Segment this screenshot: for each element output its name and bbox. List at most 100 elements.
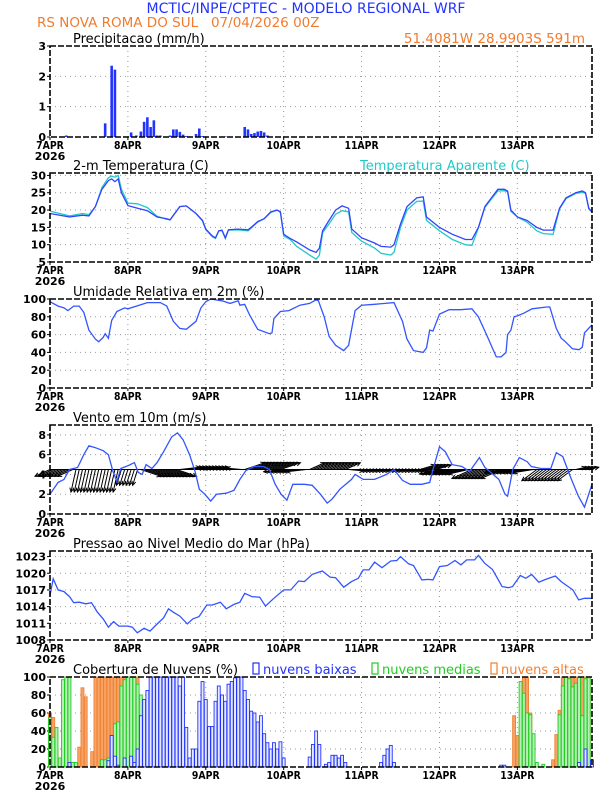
precip-bar — [223, 136, 227, 137]
precip-bar — [172, 129, 175, 137]
y-tick-label: 40 — [31, 346, 47, 359]
cloud-bar-low — [275, 748, 280, 768]
cloud-bar-low — [333, 754, 338, 768]
x-tick-label: 13APR — [500, 643, 534, 655]
x-tick-label: 11APR — [344, 770, 378, 782]
precip-bar — [139, 131, 143, 137]
x-tick-label: 8APR — [114, 643, 142, 655]
precipitation-frame — [49, 45, 593, 138]
x-tick-label: 11APR — [344, 265, 378, 277]
wind-vector-arrow — [588, 465, 600, 471]
x-tick-label: 12APR — [422, 517, 456, 529]
precip-bar — [259, 130, 263, 137]
x-tick-label: 9APR — [192, 643, 220, 655]
cloud-bar-mid — [125, 676, 130, 768]
wind-vector-arrow — [530, 469, 547, 482]
cloud-bar-high — [106, 676, 111, 768]
precip-bar — [146, 117, 149, 137]
y-tick-label: 3 — [38, 40, 46, 53]
cloud-bar-mid — [129, 676, 134, 768]
cloud-bar-high — [80, 687, 85, 768]
x-tick-label: 12APR — [422, 140, 456, 152]
x-tick-label: 8APR — [114, 265, 142, 277]
wind-vector-arrow — [98, 469, 106, 494]
humidity-frame — [49, 298, 593, 389]
cloud-bar-high — [103, 676, 108, 768]
header-title: MCTIC/INPE/CPTEC - MODELO REGIONAL WRF — [147, 1, 466, 17]
x-tick-label: 12APR — [422, 770, 456, 782]
x-tick-label: 9APR — [192, 770, 220, 782]
legend-label: nuvens medias — [382, 663, 481, 678]
cloud-bar-low — [142, 699, 147, 768]
wind-vector-arrow — [556, 469, 573, 482]
y-tick-label: 25 — [31, 187, 46, 200]
cloud-bar-mid — [534, 762, 539, 768]
wind-vector-arrow — [280, 461, 302, 470]
cloud-bar-mid — [64, 676, 69, 768]
x-tick-label: 7APR — [36, 517, 64, 529]
cloud-bar-low — [168, 676, 172, 768]
cloud-bar-low — [135, 748, 140, 768]
cloud-bar-mid — [570, 686, 575, 768]
cloud-bar-mid — [564, 676, 568, 768]
cloud-bar-low — [148, 676, 153, 768]
cloud-bar-high — [512, 715, 517, 768]
x-axis-year: 2026 — [35, 527, 66, 540]
wind-vector-arrow — [543, 469, 560, 482]
cloud-bar-low — [278, 741, 283, 768]
cloud-bar-low — [216, 685, 221, 768]
legend-swatch-icon — [490, 662, 498, 675]
cloud-bar-mid — [67, 676, 72, 768]
wind-vector-arrow — [447, 469, 469, 476]
x-tick-label: 11APR — [344, 643, 378, 655]
cloud-bar-low — [122, 757, 127, 768]
y-tick-label: 2 — [38, 488, 46, 501]
cloud-bar-low — [317, 744, 322, 768]
cloud-bar-low — [249, 710, 254, 768]
cloud-bar-mid — [586, 676, 591, 768]
cloud-bar-high — [515, 735, 520, 768]
x-axis-year: 2026 — [35, 401, 66, 414]
x-tick-label: 13APR — [500, 517, 534, 529]
x-tick-label: 10APR — [267, 770, 301, 782]
pressure-line — [49, 554, 592, 634]
cloud-bar-mid — [61, 679, 65, 768]
legend-label: nuvens altas — [501, 663, 584, 678]
cloud-bar-low — [226, 683, 231, 768]
wind-vector-arrow — [553, 469, 570, 482]
x-axis-year: 2026 — [35, 780, 66, 792]
cloud-bar-low — [233, 677, 237, 768]
wind-vector-arrow — [69, 469, 77, 494]
wind-title: Vento em 10m (m/s) — [73, 411, 206, 426]
y-tick-label: 1008 — [15, 634, 46, 647]
precip-bar — [246, 129, 250, 137]
y-tick-label: 30 — [31, 169, 47, 182]
cloud-bar-mid — [577, 676, 581, 768]
cloud-bar-low — [252, 712, 257, 768]
y-tick-label: 10 — [31, 239, 47, 252]
cloud-bar-low — [194, 748, 198, 768]
wind-vector-arrow — [585, 465, 597, 471]
wind-vector-arrow — [85, 469, 93, 494]
wind-vector-arrow — [111, 469, 119, 494]
header-coordinates: 51.4081W 28.9903S 591m — [404, 31, 585, 47]
cloud-legend-item: nuvens baixas — [252, 662, 357, 678]
y-tick-label: 2 — [38, 70, 46, 83]
apparent-temperature-line — [49, 174, 593, 261]
wind-vector-arrow — [56, 469, 73, 477]
y-tick-label: 20 — [31, 743, 47, 756]
precip-bar — [194, 133, 198, 137]
pressure-frame — [49, 550, 593, 641]
cloud-bar-low — [239, 676, 244, 768]
x-tick-label: 7APR — [36, 643, 64, 655]
precip-bar — [149, 126, 152, 137]
cloud-bar-mid — [132, 676, 137, 768]
cloud-bar-low — [255, 721, 260, 768]
precip-bar — [181, 134, 185, 137]
cloud-bar-low — [112, 755, 117, 768]
x-tick-label: 11APR — [344, 517, 378, 529]
cloud-bar-low — [242, 690, 247, 768]
x-axis-year: 2026 — [35, 150, 66, 163]
wind-vector-arrow — [285, 468, 307, 474]
cloud-cover-title: Cobertura de Nuvens (%) — [73, 663, 238, 678]
